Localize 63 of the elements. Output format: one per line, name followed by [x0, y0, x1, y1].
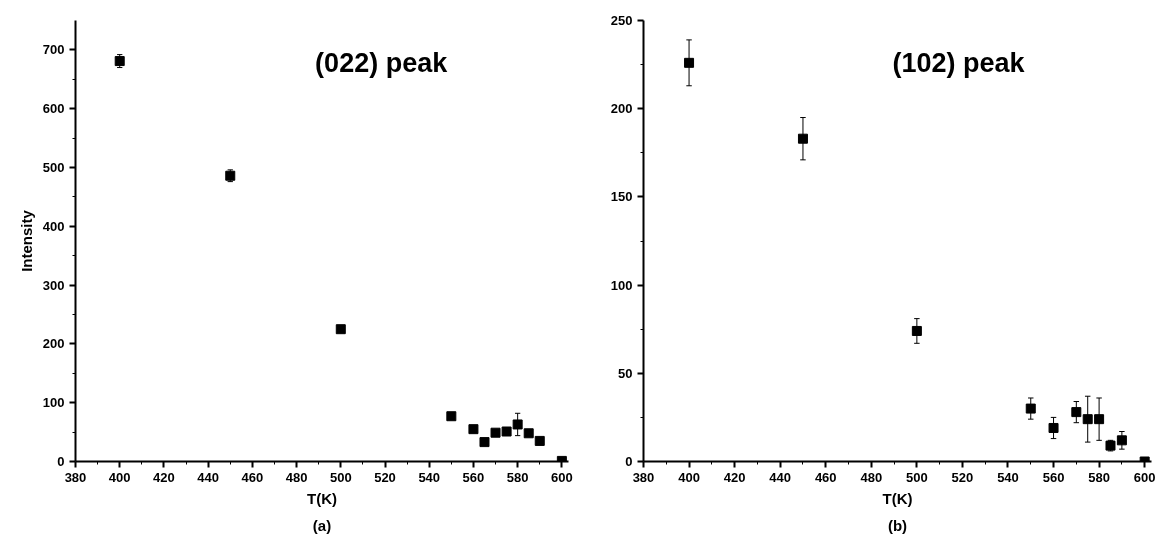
x-tick-label: 560 — [1042, 469, 1065, 485]
y-tick-label: 200 — [610, 101, 633, 117]
y-tick-label: 0 — [57, 454, 65, 469]
x-tick-label: 440 — [769, 469, 792, 485]
x-tick-label: 600 — [551, 469, 573, 485]
x-tick-label: 380 — [64, 469, 87, 485]
annotation: (102) peak — [892, 47, 1026, 78]
y-tick-label: 100 — [610, 277, 633, 293]
y-tick-label: 250 — [610, 13, 633, 28]
point — [911, 325, 922, 336]
x-tick-label: 560 — [462, 469, 485, 485]
point — [1082, 414, 1093, 425]
point — [490, 427, 501, 438]
point — [523, 428, 534, 439]
x-tick-label: 520 — [951, 469, 974, 485]
x-tick-label: 540 — [418, 469, 441, 485]
y-tick-label: 150 — [610, 189, 633, 205]
x-tick-label: 480 — [860, 469, 883, 485]
annotation: (022) peak — [315, 47, 449, 78]
point — [1094, 414, 1105, 425]
point — [534, 435, 545, 446]
x-axis-title: T(K) — [307, 489, 338, 507]
x-tick-label: 460 — [241, 469, 264, 485]
x-axis-title: T(K) — [882, 489, 913, 507]
y-tick-label: 300 — [42, 277, 65, 293]
y-tick-label: 700 — [42, 42, 65, 58]
x-tick-label: 380 — [632, 469, 655, 485]
y-tick-label: 100 — [42, 395, 65, 411]
x-tick-label: 440 — [197, 469, 219, 485]
point — [479, 437, 490, 448]
x-tick-label: 520 — [374, 469, 396, 485]
x-tick-label: 500 — [906, 469, 928, 485]
y-tick-label: 200 — [42, 336, 65, 352]
y-axis-title: Intensity — [17, 209, 35, 272]
x-tick-label: 420 — [723, 469, 746, 485]
point — [512, 419, 523, 430]
point — [1116, 435, 1127, 446]
x-tick-label: 460 — [814, 469, 837, 485]
y-tick-label: 500 — [42, 160, 65, 175]
y-tick-label: 50 — [618, 365, 633, 381]
y-tick-label: 600 — [42, 101, 65, 117]
point — [501, 426, 512, 437]
point — [446, 411, 457, 422]
x-tick-label: 580 — [1088, 469, 1110, 485]
x-tick-label: 420 — [153, 469, 175, 485]
point — [1048, 422, 1059, 433]
y-tick-label: 0 — [625, 454, 633, 469]
x-tick-label: 480 — [285, 469, 308, 485]
x-tick-label: 600 — [1133, 469, 1156, 485]
text: (a) — [312, 516, 332, 534]
x-tick-label: 500 — [329, 469, 352, 485]
point — [1025, 403, 1036, 414]
x-tick-label: 400 — [678, 469, 700, 485]
point — [684, 57, 695, 68]
point — [1071, 407, 1082, 418]
point — [797, 133, 808, 144]
x-tick-label: 400 — [108, 469, 131, 485]
text: (b) — [887, 516, 908, 534]
y-tick-label: 400 — [42, 218, 65, 234]
x-tick-label: 540 — [997, 469, 1019, 485]
point — [468, 424, 479, 435]
point — [335, 324, 346, 335]
x-tick-label: 580 — [506, 469, 529, 485]
